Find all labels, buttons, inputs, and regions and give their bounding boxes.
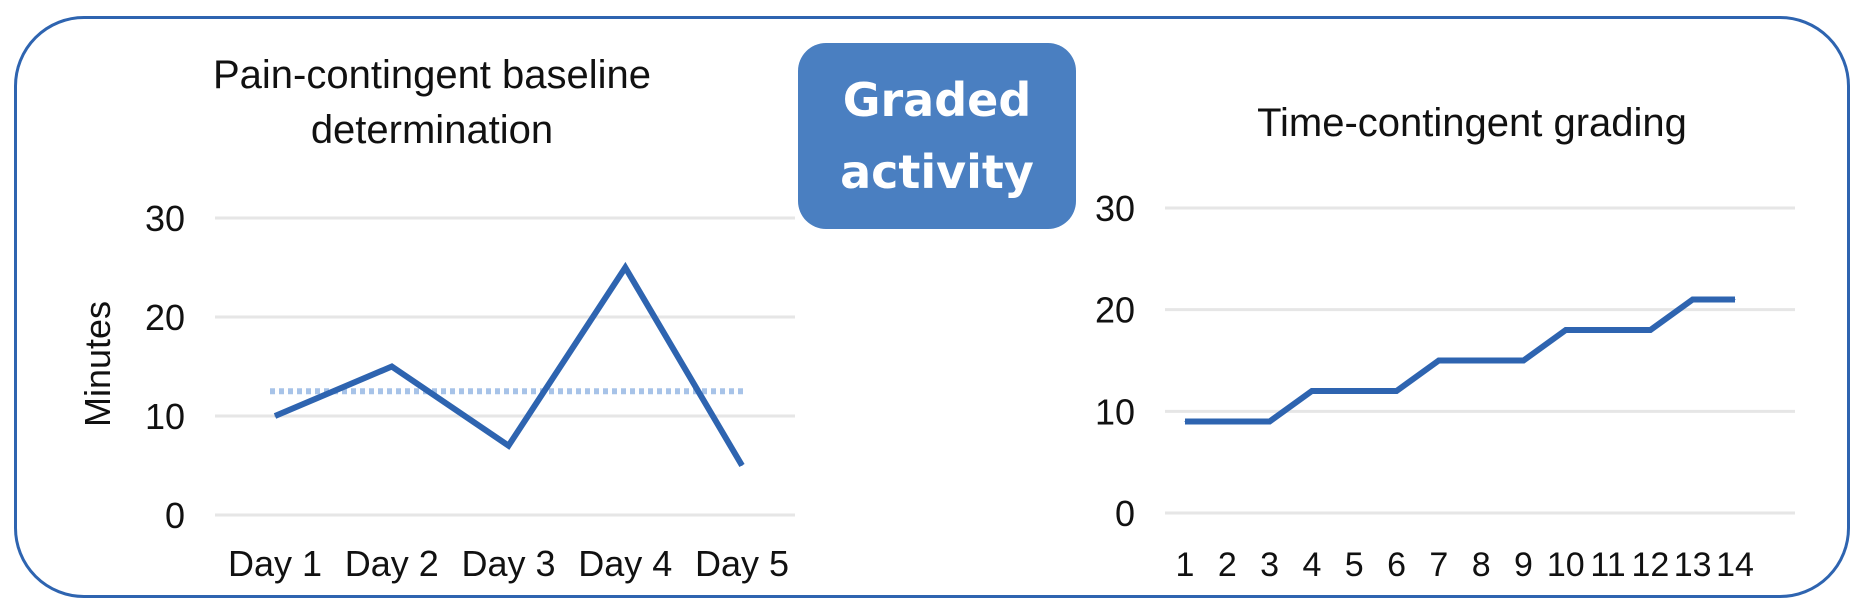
data-point (624, 267, 626, 268)
chart-title-line: Pain-contingent baseline (213, 53, 651, 97)
data-point (1734, 299, 1736, 300)
data-point (1184, 421, 1186, 422)
y-axis-label: Minutes (77, 301, 118, 427)
x-tick-label: 13 (1674, 546, 1712, 584)
x-tick-label: 3 (1260, 546, 1279, 584)
data-point (1480, 360, 1482, 361)
chart-title-line: determination (311, 108, 553, 152)
data-point (1649, 329, 1651, 331)
x-tick-label: 10 (1547, 546, 1585, 584)
y-tick-label: 30 (145, 198, 185, 239)
data-point (1353, 390, 1355, 392)
data-point (1565, 329, 1567, 331)
data-point (1311, 390, 1313, 392)
x-tick-label: Day 2 (345, 543, 439, 584)
data-point (741, 465, 743, 466)
badge-line-1: Graded (842, 73, 1032, 127)
y-tick-label: 0 (1115, 493, 1135, 534)
x-tick-label: Day 5 (695, 543, 789, 584)
data-point (391, 366, 393, 367)
y-tick-label: 20 (1095, 290, 1135, 331)
data-point (1692, 299, 1694, 300)
data-point (1396, 390, 1398, 392)
data-point (1522, 360, 1524, 361)
x-tick-label: 9 (1514, 546, 1533, 584)
chart-1: Pain-contingent baseline determination 0 10… (77, 53, 795, 584)
x-tick-label: 4 (1302, 546, 1321, 584)
y-tick-label: 20 (145, 297, 185, 338)
y-tick-label: 30 (1095, 188, 1135, 229)
x-tick-label: 8 (1472, 546, 1491, 584)
x-tick-label: 6 (1387, 546, 1406, 584)
data-point (1226, 421, 1228, 422)
x-tick-label: 1 (1176, 546, 1195, 584)
x-tick-label: 14 (1716, 546, 1754, 584)
data-point (508, 445, 509, 447)
data-point (274, 415, 276, 417)
x-tick-label: Day 3 (461, 543, 555, 584)
series-line (1185, 296, 1735, 425)
x-tick-label: 2 (1218, 546, 1237, 584)
series-line (273, 261, 745, 468)
x-tick-label: 12 (1631, 546, 1669, 584)
y-tick-label: 0 (165, 495, 185, 536)
y-tick-label: 10 (1095, 391, 1135, 432)
chart-title-line: Time-contingent grading (1257, 101, 1687, 145)
rounded-frame (14, 16, 1850, 598)
data-point (1269, 421, 1271, 422)
x-tick-label: 5 (1345, 546, 1364, 584)
x-tick-label: 7 (1429, 546, 1448, 584)
x-tick-label: Day 1 (228, 543, 322, 584)
x-tick-label: 11 (1590, 546, 1625, 584)
data-point (1438, 360, 1440, 361)
graded-activity-badge: Graded activity (798, 43, 1076, 229)
data-point (1607, 329, 1609, 331)
badge-line-2: activity (840, 145, 1034, 199)
y-tick-label: 10 (145, 396, 185, 437)
x-tick-label: Day 4 (578, 543, 672, 584)
